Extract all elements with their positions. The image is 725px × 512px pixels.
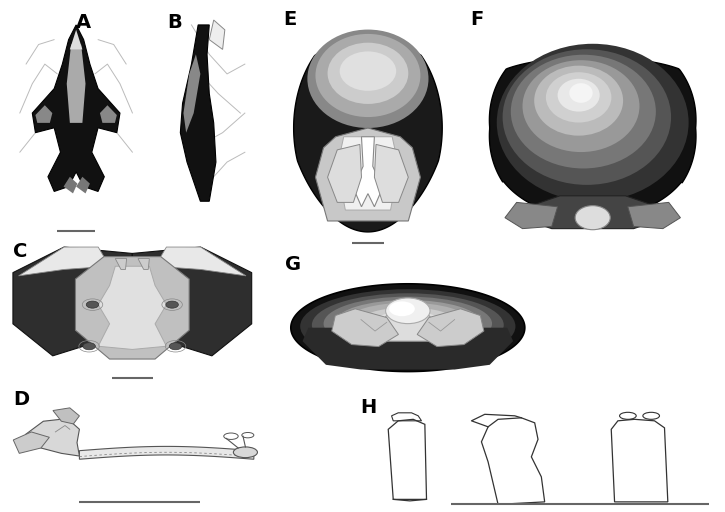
Polygon shape bbox=[64, 177, 78, 194]
Ellipse shape bbox=[361, 307, 455, 334]
Text: H: H bbox=[360, 398, 376, 417]
Polygon shape bbox=[76, 177, 90, 194]
Ellipse shape bbox=[534, 66, 623, 136]
Polygon shape bbox=[353, 137, 383, 207]
Polygon shape bbox=[291, 284, 525, 372]
Text: G: G bbox=[285, 255, 301, 274]
Polygon shape bbox=[67, 45, 86, 123]
Text: B: B bbox=[167, 13, 182, 32]
Ellipse shape bbox=[323, 296, 492, 351]
Text: E: E bbox=[283, 10, 297, 29]
Polygon shape bbox=[181, 25, 216, 201]
Ellipse shape bbox=[307, 30, 428, 128]
Polygon shape bbox=[25, 419, 80, 456]
Polygon shape bbox=[315, 128, 420, 221]
Ellipse shape bbox=[335, 300, 481, 345]
Ellipse shape bbox=[375, 311, 441, 330]
Text: D: D bbox=[13, 390, 30, 409]
Polygon shape bbox=[138, 259, 149, 269]
Ellipse shape bbox=[511, 55, 656, 168]
Polygon shape bbox=[13, 432, 49, 453]
Polygon shape bbox=[33, 25, 120, 191]
Ellipse shape bbox=[328, 42, 408, 104]
Ellipse shape bbox=[315, 34, 420, 117]
Polygon shape bbox=[70, 30, 83, 50]
Polygon shape bbox=[337, 137, 399, 210]
Ellipse shape bbox=[497, 44, 689, 201]
Circle shape bbox=[86, 301, 99, 308]
Polygon shape bbox=[374, 144, 408, 202]
Ellipse shape bbox=[569, 83, 592, 103]
Circle shape bbox=[166, 301, 178, 308]
Ellipse shape bbox=[340, 51, 396, 91]
Polygon shape bbox=[529, 196, 657, 229]
Ellipse shape bbox=[546, 72, 611, 122]
Text: A: A bbox=[76, 13, 91, 32]
Polygon shape bbox=[294, 43, 442, 232]
Polygon shape bbox=[489, 57, 696, 218]
Circle shape bbox=[83, 343, 96, 350]
Ellipse shape bbox=[347, 303, 468, 339]
Polygon shape bbox=[628, 202, 681, 229]
Circle shape bbox=[169, 343, 182, 350]
Ellipse shape bbox=[312, 293, 504, 357]
Polygon shape bbox=[328, 144, 362, 202]
Polygon shape bbox=[36, 105, 52, 123]
Polygon shape bbox=[19, 247, 109, 276]
Ellipse shape bbox=[558, 79, 600, 112]
Polygon shape bbox=[378, 315, 437, 341]
Ellipse shape bbox=[523, 60, 639, 152]
Polygon shape bbox=[80, 446, 254, 459]
Ellipse shape bbox=[502, 49, 671, 185]
Ellipse shape bbox=[389, 302, 415, 316]
Text: F: F bbox=[470, 10, 483, 29]
Polygon shape bbox=[53, 408, 80, 424]
Circle shape bbox=[233, 447, 257, 458]
Ellipse shape bbox=[300, 289, 515, 364]
Polygon shape bbox=[132, 247, 252, 356]
Ellipse shape bbox=[575, 206, 610, 230]
Polygon shape bbox=[13, 247, 132, 356]
Polygon shape bbox=[183, 54, 200, 133]
Polygon shape bbox=[115, 259, 127, 269]
Polygon shape bbox=[210, 20, 225, 50]
Polygon shape bbox=[332, 309, 399, 347]
Polygon shape bbox=[417, 309, 484, 347]
Polygon shape bbox=[75, 257, 189, 359]
Polygon shape bbox=[100, 105, 117, 123]
Polygon shape bbox=[505, 202, 558, 229]
Polygon shape bbox=[98, 266, 167, 349]
Ellipse shape bbox=[386, 298, 430, 324]
Text: C: C bbox=[13, 242, 28, 261]
Polygon shape bbox=[302, 328, 513, 370]
Polygon shape bbox=[155, 247, 246, 276]
